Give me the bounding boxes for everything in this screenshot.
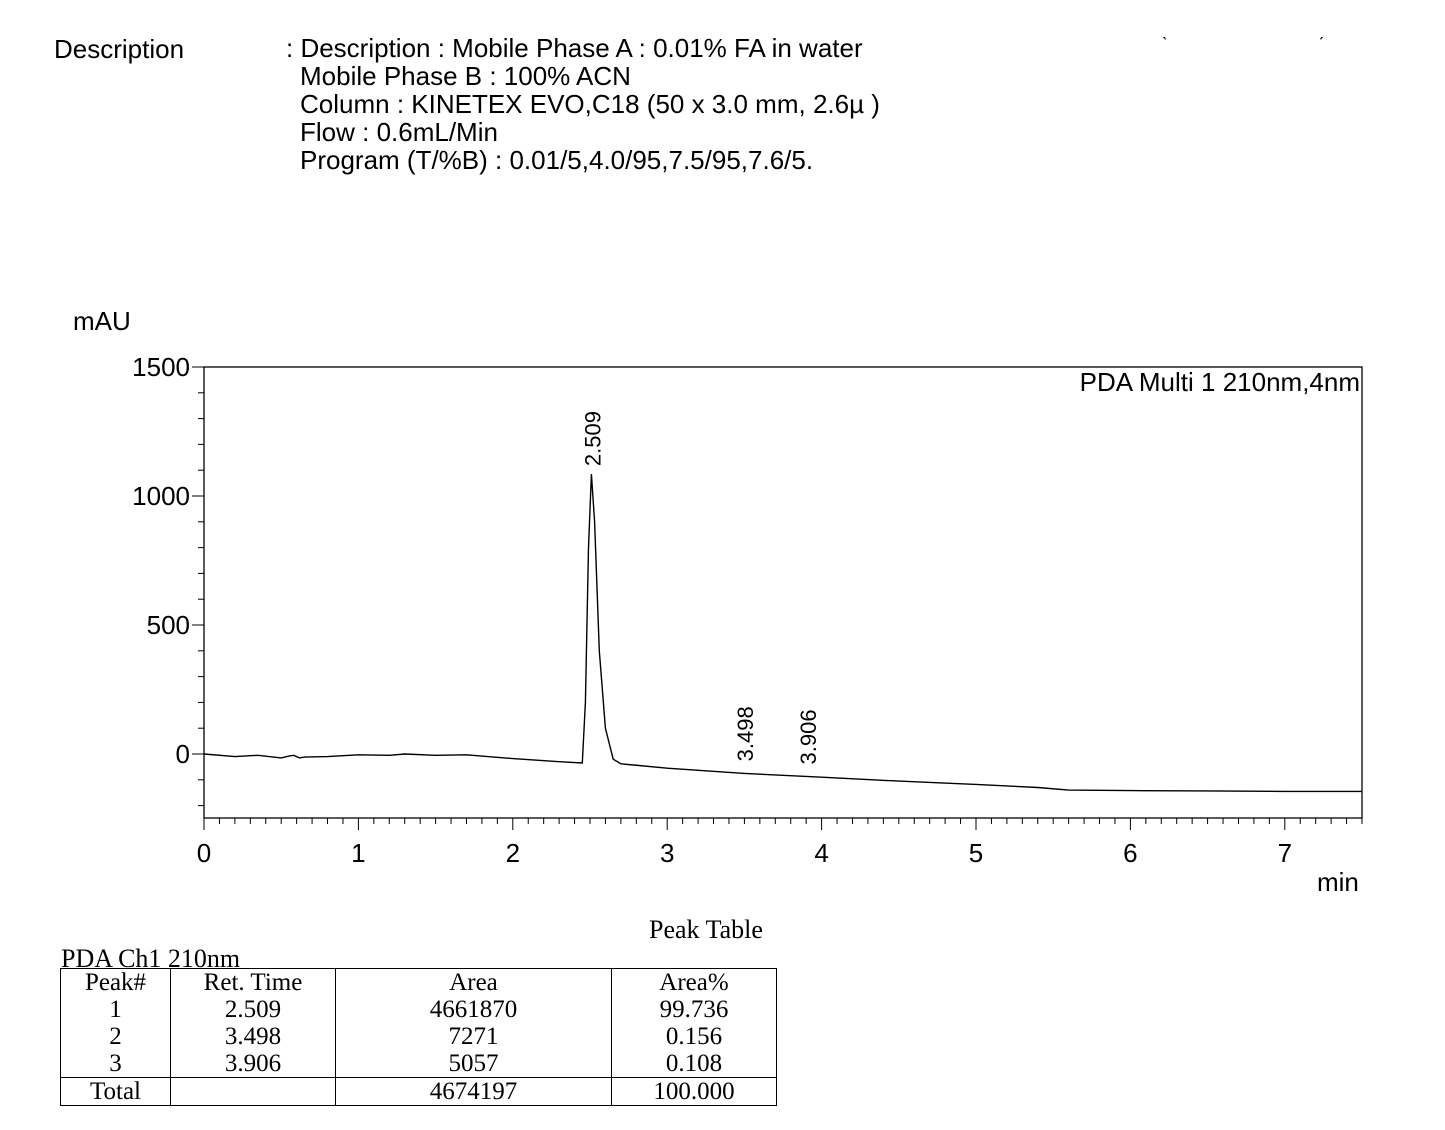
column-header: Ret. Time [170,968,336,996]
table-total-row: Total 4674197 100.000 [60,1077,777,1106]
table-cell: 2.509 [170,996,336,1023]
peak-table: Peak# Ret. Time Area Area% 1 2.509 46618… [60,968,777,1106]
y-tick-label: 1000 [132,481,190,511]
table-cell: Total [60,1077,171,1106]
x-tick-label: 0 [197,838,211,868]
column-header: Area% [611,968,777,996]
chromatogram-trace [203,474,1362,793]
table-cell: 4661870 [335,996,612,1023]
x-tick-label: 6 [1123,838,1137,868]
description-lines: : Description : Mobile Phase A : 0.01% F… [286,34,880,174]
chromatogram-chart: 1500 1000 500 0 0 1 2 3 4 5 6 7 mAU min PDA Multi 1… [73,306,1363,897]
peak-label: 2.509 [580,411,605,466]
y-tick-label: 1500 [132,352,190,382]
corner-mark: ˎ [1162,20,1168,40]
axes [203,366,1363,819]
table-cell: 7271 [335,1023,612,1050]
table-row: 1 2.509 4661870 99.736 [60,996,777,1023]
description-line: : Description : Mobile Phase A : 0.01% F… [286,33,863,63]
legend-label: PDA Multi 1 210nm,4nm [1080,367,1360,397]
table-cell: 0.156 [611,1023,777,1050]
x-tick-label: 5 [969,838,983,868]
description-line: Mobile Phase B : 100% ACN [300,61,631,91]
x-tick-label: 2 [506,838,520,868]
table-cell: 99.736 [611,996,777,1023]
table-cell: 0.108 [611,1050,777,1078]
y-axis-label: mAU [73,306,131,336]
description-line: Flow : 0.6mL/Min [300,117,498,147]
y-tick-label: 0 [176,739,190,769]
table-cell: 2 [60,1023,171,1050]
x-tick-label: 1 [351,838,365,868]
description-label: Description [54,34,185,64]
table-cell: 4674197 [335,1077,612,1106]
table-row: 2 3.498 7271 0.156 [60,1023,777,1050]
table-row: 3 3.906 5057 0.108 [60,1050,777,1078]
description-line: Program (T/%B) : 0.01/5,4.0/95,7.5/95,7.… [300,145,814,175]
x-tick-label: 4 [814,838,828,868]
table-cell: 100.000 [611,1077,777,1106]
peak-label: 3.906 [796,709,821,764]
x-tick-label: 7 [1278,838,1292,868]
table-header-row: Peak# Ret. Time Area Area% [60,968,777,996]
plot-frame [203,366,1363,819]
description-line: Column : KINETEX EVO,C18 (50 x 3.0 mm, 2… [300,89,880,119]
table-cell: 1 [60,996,171,1023]
x-tick-label: 3 [660,838,674,868]
column-header: Area [335,968,612,996]
table-cell: 3 [60,1050,171,1078]
table-cell: 3.498 [170,1023,336,1050]
column-header: Peak# [60,968,171,996]
corner-mark: ˏ [1318,20,1324,40]
table-cell [170,1077,336,1106]
y-tick-label: 500 [147,610,190,640]
table-cell: 3.906 [170,1050,336,1078]
ticks: 1500 1000 500 0 0 1 2 3 4 5 6 7 [132,352,1363,868]
table-cell: 5057 [335,1050,612,1078]
peak-label: 3.498 [733,706,758,761]
axis-labels: mAU min PDA Multi 1 210nm,4nm [73,306,1360,897]
peak-table-title: Peak Table [649,915,763,944]
peak-labels: 2.509 3.498 3.906 [580,411,821,764]
x-axis-label: min [1317,867,1359,897]
